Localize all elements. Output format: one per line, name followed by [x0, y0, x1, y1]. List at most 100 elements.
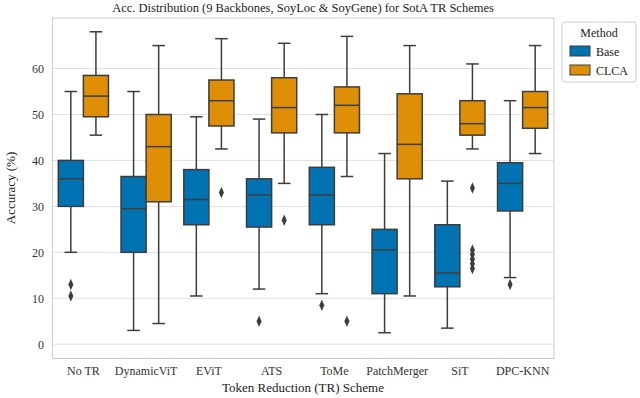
median — [184, 199, 209, 201]
x-axis-line — [53, 358, 555, 359]
box-group — [334, 36, 359, 327]
y-axis: 0102030405060 — [32, 19, 53, 359]
box — [523, 92, 548, 129]
x-tick-label: PatchMerger — [366, 364, 428, 378]
y-tick-label: 30 — [32, 200, 44, 214]
outlier — [508, 279, 513, 290]
legend-frame — [562, 22, 636, 82]
whisker-high — [447, 181, 449, 225]
cap-high — [253, 118, 266, 120]
box-group — [121, 92, 146, 331]
whisker-high — [283, 43, 285, 77]
whisker-low — [346, 133, 348, 177]
box-group — [498, 101, 523, 291]
whisker-high — [196, 117, 198, 170]
box-group — [58, 92, 83, 302]
cap-high — [90, 31, 103, 33]
whisker-low — [534, 128, 536, 153]
y-tick: 50 — [32, 108, 52, 122]
cap-low — [466, 148, 479, 150]
box — [83, 75, 108, 116]
median — [247, 194, 272, 196]
cap-low — [190, 295, 203, 297]
box — [146, 114, 171, 201]
median — [498, 183, 523, 185]
y-tick: 10 — [32, 292, 52, 306]
whisker-low — [95, 117, 97, 135]
whisker-high — [321, 114, 323, 167]
box-group — [146, 46, 171, 324]
box — [121, 177, 146, 253]
chart: 0102030405060No TRDynamicViTEViTATSToMeP… — [0, 0, 640, 398]
median — [121, 208, 146, 210]
whisker-high — [70, 92, 72, 161]
whisker-low — [384, 294, 386, 333]
whisker-low — [472, 135, 474, 149]
whisker-high — [346, 36, 348, 87]
x-tick-label: DynamicViT — [115, 364, 178, 378]
y-tick: 40 — [32, 154, 52, 168]
cap-low — [403, 295, 416, 297]
whisker-high — [534, 46, 536, 92]
box-group — [397, 46, 422, 296]
cap-low — [215, 148, 228, 150]
cap-low — [378, 332, 391, 334]
box-group — [83, 32, 108, 135]
box — [209, 80, 234, 126]
y-tick: 20 — [32, 246, 52, 260]
median — [372, 249, 397, 251]
legend-title: Method — [580, 26, 617, 40]
outlier — [257, 316, 262, 327]
whisker-high — [509, 101, 511, 163]
whisker-low — [283, 133, 285, 184]
box-group — [435, 181, 460, 328]
cap-low — [341, 176, 354, 178]
plot: 0102030405060No TRDynamicViTEViTATSToMeP… — [32, 18, 555, 378]
box-group — [272, 43, 297, 226]
y-tick: 30 — [32, 200, 52, 214]
box-group — [209, 39, 234, 199]
cap-low — [529, 153, 542, 155]
y-tick-label: 10 — [32, 292, 44, 306]
cap-high — [152, 45, 165, 47]
median — [435, 272, 460, 274]
whisker-low — [221, 126, 223, 149]
grid-line — [52, 68, 554, 69]
whisker-high — [472, 64, 474, 101]
median — [334, 105, 359, 107]
box — [397, 94, 422, 179]
y-tick: 0 — [38, 338, 52, 352]
whisker-high — [158, 46, 160, 115]
x-tick: ATS — [261, 358, 282, 378]
cap-high — [65, 91, 78, 93]
whisker-high — [384, 154, 386, 230]
legend-label: Base — [596, 45, 619, 59]
x-tick: EViT — [196, 358, 223, 378]
whisker-low — [447, 287, 449, 328]
grid-line — [52, 298, 554, 299]
whisker-high — [258, 119, 260, 179]
cap-low — [65, 252, 78, 254]
cap-high — [341, 36, 354, 38]
legend-label: CLCA — [596, 64, 628, 78]
median — [209, 100, 234, 102]
box — [247, 179, 272, 227]
outlier — [68, 279, 73, 290]
grid-line — [52, 160, 554, 161]
whisker-low — [509, 211, 511, 278]
cap-high — [190, 116, 203, 118]
box — [334, 87, 359, 133]
cap-high — [316, 114, 329, 116]
x-tick: SiT — [451, 358, 469, 378]
box-group — [460, 64, 485, 274]
x-tick-label: ATS — [261, 364, 282, 378]
x-tick: PatchMerger — [366, 358, 428, 378]
median — [83, 95, 108, 97]
cap-low — [253, 288, 266, 290]
box — [460, 101, 485, 135]
box — [372, 229, 397, 293]
whisker-low — [133, 252, 135, 330]
x-tick-label: DPC-KNN — [496, 364, 550, 378]
box — [58, 160, 83, 206]
cap-high — [378, 153, 391, 155]
